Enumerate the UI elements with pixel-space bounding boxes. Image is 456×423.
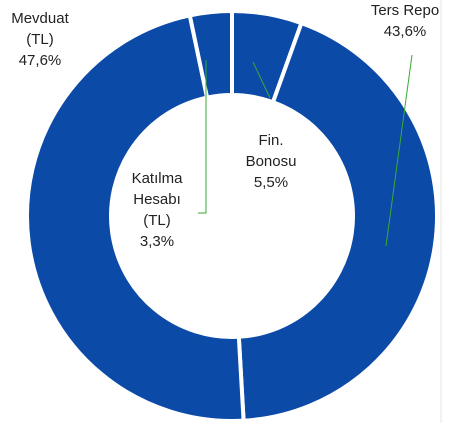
value-label: 3,3% [139,233,175,250]
data-label: Fin. Bonosu 5,5% [241,130,301,193]
leader-line [385,54,413,247]
value-label: 5,5% [253,174,289,191]
donut-segment [236,20,439,423]
data-label: Katılma Hesabı (TL) 3,3% [124,168,190,252]
value-label: 43,6% [383,23,427,40]
category-label: Ters Repo [370,2,440,19]
category-label: Mevduat (TL) [11,10,69,48]
donut-segment [25,13,246,423]
donut-segment [187,8,234,100]
value-label: 47,6% [18,52,62,69]
data-label: Ters Repo 43,6% [356,0,454,42]
leader-line [198,60,207,214]
data-label: Mevduat (TL) 47,6% [2,8,78,71]
leader-line [252,61,271,99]
category-label: Fin. Bonosu [245,132,297,170]
category-label: Katılma Hesabı (TL) [131,170,183,229]
